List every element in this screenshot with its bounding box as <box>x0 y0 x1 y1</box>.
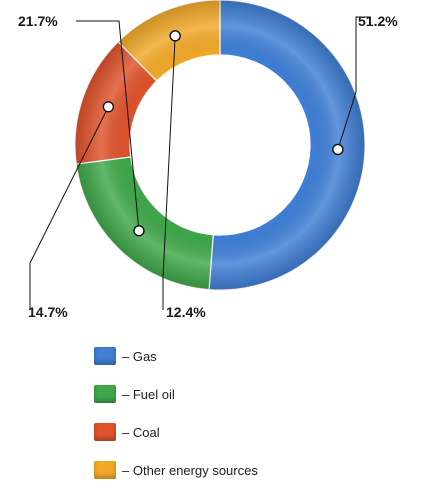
leader-line-gas <box>337 16 370 150</box>
legend-swatch-other <box>94 461 116 479</box>
legend-item-other: – Other energy sources <box>94 460 258 480</box>
slice-gas <box>208 0 366 291</box>
value-label-fuel-oil: 21.7% <box>18 13 58 29</box>
legend-swatch-fuel-oil <box>94 385 116 403</box>
legend: – Gas – Fuel oil – Coal – Other energy s… <box>94 346 258 498</box>
value-label-gas: 51.2% <box>358 13 398 29</box>
leader-dot-other <box>169 30 181 42</box>
leader-line-other <box>162 35 176 310</box>
value-label-coal: 14.7% <box>28 304 68 320</box>
legend-label-other: – Other energy sources <box>122 462 258 478</box>
donut-chart: 51.2% 21.7% 14.7% 12.4% <box>18 0 398 320</box>
leader-dot-coal <box>102 101 115 113</box>
legend-item-coal: – Coal <box>94 422 258 442</box>
leader-dot-fuel-oil <box>133 225 145 237</box>
legend-item-gas: – Gas <box>94 346 258 366</box>
legend-label-gas: – Gas <box>122 348 157 364</box>
value-label-other: 12.4% <box>166 304 206 320</box>
leader-line-coal <box>29 106 109 310</box>
leader-dot-gas <box>332 143 344 156</box>
legend-label-fuel-oil: – Fuel oil <box>122 386 175 402</box>
legend-swatch-coal <box>94 423 116 441</box>
legend-swatch-gas <box>94 347 116 365</box>
legend-item-fuel-oil: – Fuel oil <box>94 384 258 404</box>
leader-line-fuel-oil <box>76 20 140 231</box>
legend-label-coal: – Coal <box>122 424 160 440</box>
slice-fuel-oil <box>75 156 214 291</box>
